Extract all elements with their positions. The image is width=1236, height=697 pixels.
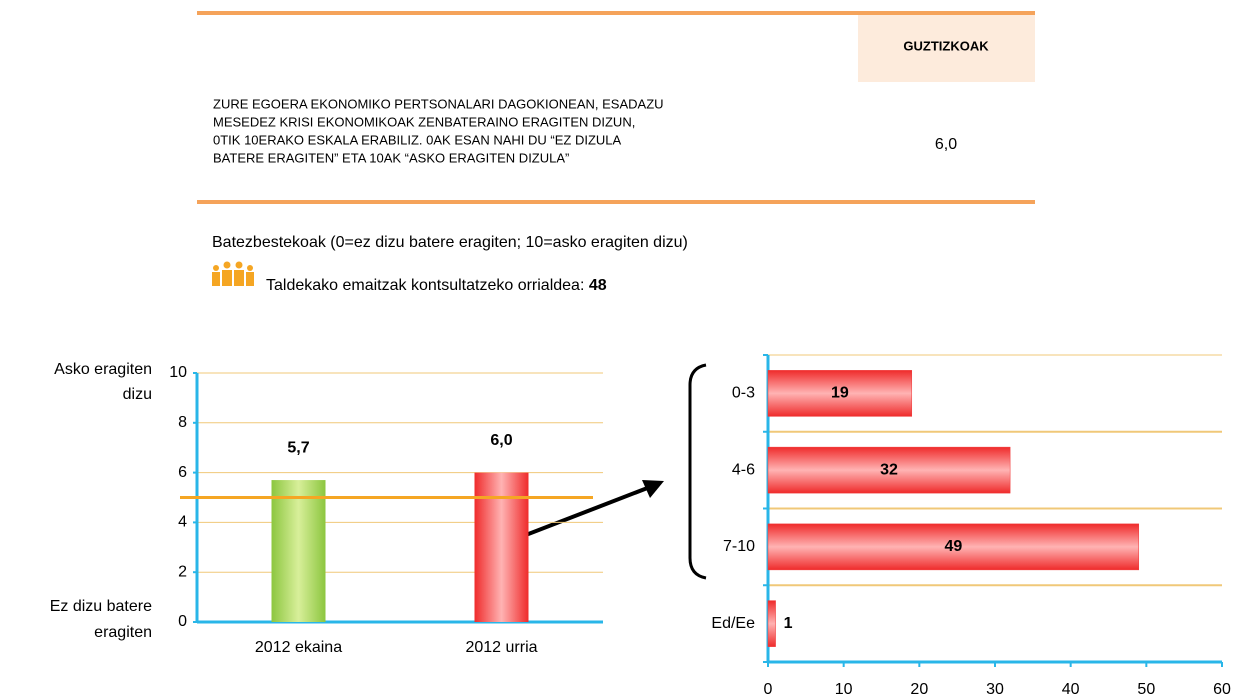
y-tick-label: 7-10	[723, 538, 755, 555]
bar	[767, 523, 1140, 571]
x-tick-label: 20	[910, 681, 928, 697]
table-header: GUZTIZKOAK	[903, 38, 989, 53]
value-label: 19	[831, 385, 849, 402]
x-tick-label: 2012 ekaina	[255, 639, 342, 656]
bar	[767, 600, 776, 647]
bracket	[688, 363, 707, 580]
bar	[767, 446, 1011, 494]
annotation: Ez dizu batere	[50, 598, 152, 615]
y-tick-label: Ed/Ee	[711, 615, 755, 632]
value-label: 32	[880, 461, 898, 478]
annotation: Asko eragiten	[54, 361, 152, 378]
bar	[474, 472, 529, 622]
annotation: dizu	[123, 386, 152, 403]
y-tick-label: 4-6	[732, 461, 755, 478]
y-tick-label: 6	[178, 464, 187, 481]
x-tick-label: 50	[1137, 681, 1155, 697]
people-icon	[212, 261, 254, 286]
table-value: 6,0	[935, 136, 957, 153]
x-tick-label: 30	[986, 681, 1004, 697]
question-line: BATERE ERAGITEN” ETA 10AK “ASKO ERAGITEN…	[213, 150, 569, 165]
y-tick-label: 10	[169, 364, 187, 381]
value-label: 49	[944, 538, 962, 555]
value-label: 6,0	[490, 432, 512, 449]
x-tick-label: 60	[1213, 681, 1231, 697]
x-tick-label: 40	[1062, 681, 1080, 697]
y-tick-label: 8	[178, 414, 187, 431]
note-text: Taldekako emaitzak kontsultatzeko orrial…	[266, 277, 589, 294]
arrow-head	[642, 480, 664, 498]
y-tick-label: 0	[178, 613, 187, 630]
annotation: eragiten	[94, 624, 152, 641]
x-tick-label: 2012 urria	[465, 639, 537, 656]
x-tick-label: 0	[764, 681, 773, 697]
note: Taldekako emaitzak kontsultatzeko orrial…	[266, 277, 607, 294]
question-line: 0TIK 10ERAKO ESKALA ERABILIZ. 0AK ESAN N…	[213, 132, 622, 147]
y-tick-label: 4	[178, 514, 187, 531]
y-tick-label: 0-3	[732, 385, 755, 402]
value-label: 5,7	[287, 439, 309, 456]
bar	[767, 370, 913, 417]
x-tick-label: 10	[835, 681, 853, 697]
page-number: 48	[589, 277, 607, 294]
header-cell	[858, 15, 1035, 82]
question-line: MESEDEZ KRISI EKONOMIKOAK ZENBATERAINO E…	[213, 114, 635, 129]
value-label: 1	[784, 615, 793, 632]
note: Batezbestekoak (0=ez dizu batere eragite…	[212, 234, 688, 251]
bar	[271, 480, 326, 622]
question-line: ZURE EGOERA EKONOMIKO PERTSONALARI DAGOK…	[213, 96, 664, 111]
y-tick-label: 2	[178, 563, 187, 580]
